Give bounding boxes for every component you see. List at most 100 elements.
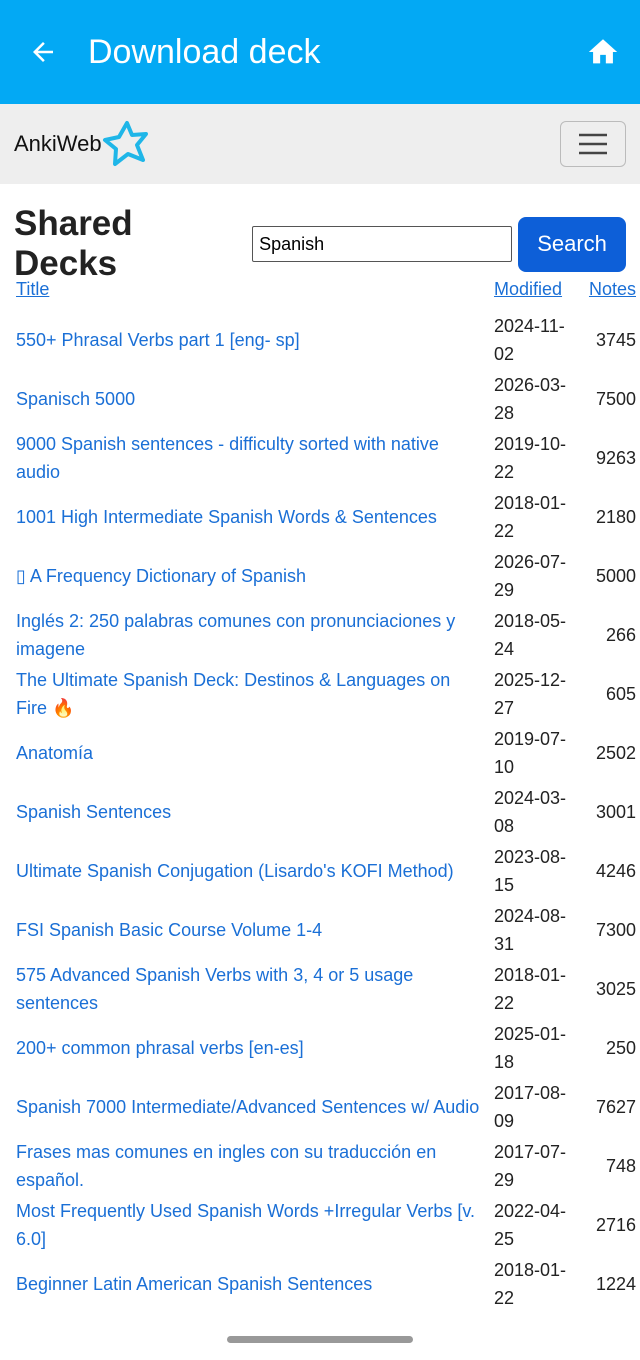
title-cell: Spanish Sentences [8,783,486,842]
title-cell: Frases mas comunes en ingles con su trad… [8,1137,486,1196]
modified-cell: 2018-05-24 [494,611,567,659]
modified-cell: 2018-01-22 [494,1260,567,1308]
deck-row: 550+ Phrasal Verbs part 1 [eng- sp] 2024-… [8,311,640,370]
deck-row: ▯ A Frequency Dictionary of Spanish 2026-… [8,547,640,606]
notes-cell: 7627 [595,1097,636,1117]
title-cell: The Ultimate Spanish Deck: Destinos & La… [8,665,486,724]
notes-cell: 3025 [595,979,636,999]
search-input[interactable]: Spanish [252,226,513,262]
deck-link[interactable]: Spanish Sentences [16,802,172,822]
deck-link[interactable]: Frases mas comunes en ingles con su trad… [16,1142,437,1190]
modified-cell: 2024-11-02 [494,316,565,364]
notes-cell: 748 [605,1156,636,1176]
deck-table: Title Modified Notes 550+ Phrasal Verbs par… [0,268,640,1322]
deck-link[interactable]: 575 Advanced Spanish Verbs with 3, 4 or … [16,965,414,1013]
modified-cell: 2025-12-27 [494,670,567,718]
deck-row: 1001 High Intermediate Spanish Words & S… [8,488,640,547]
deck-row: FSI Spanish Basic Course Volume 1-4 2024-… [8,901,640,960]
notes-cell: 9263 [595,448,636,468]
title-cell: 9000 Spanish sentences - difficulty sort… [8,429,486,488]
modified-cell: 2024-08-31 [494,906,567,954]
app-bar: Download deck [0,0,640,104]
modified-cell: 2023-08-15 [494,847,567,895]
column-header: Title [8,268,486,311]
deck-row: Spanish Sentences 2024-03-08 3001 [8,783,640,842]
deck-link[interactable]: 9000 Spanish sentences - difficulty sort… [16,434,439,482]
deck-link[interactable]: Anatomía [16,743,94,763]
title-cell: 550+ Phrasal Verbs part 1 [eng- sp] [8,311,486,370]
deck-row: Spanisch 5000 2026-03-28 7500 [8,370,640,429]
deck-link[interactable]: 1001 High Intermediate Spanish Words & S… [16,507,437,527]
column-header: Notes [578,268,640,311]
header-row: Title Modified Notes [8,268,640,311]
deck-link[interactable]: Spanish 7000 Intermediate/Advanced Sente… [16,1097,480,1117]
heading: Shared Decks [14,204,133,283]
sort-link[interactable]: Notes [588,279,636,299]
title-cell: Spanish 7000 Intermediate/Advanced Sente… [8,1078,486,1137]
notes-cell: 5000 [595,566,636,586]
title-cell: Beginner Latin American Spanish Sentence… [8,1255,486,1314]
title-cell: FSI Spanish Basic Course Volume 1-4 [8,901,486,960]
notes-cell: 605 [605,684,636,704]
modified-cell: 2025-01-18 [494,1024,567,1072]
deck-row: Frases mas comunes en ingles con su trad… [8,1137,640,1196]
home-button[interactable] [586,35,620,69]
deck-row: 200+ common phrasal verbs [en-es] 2025-01… [8,1019,640,1078]
sort-link[interactable]: Title [16,279,50,299]
deck-link[interactable]: Beginner Latin American Spanish Sentence… [16,1274,373,1294]
notes-cell: 2716 [595,1215,636,1235]
notes-cell: 266 [605,625,636,645]
modified-cell: 2026-07-29 [494,552,567,600]
logo [102,121,148,166]
title-cell: ▯ A Frequency Dictionary of Spanish [8,547,486,606]
menu-toggle[interactable] [560,121,626,167]
modified-cell: 2018-01-22 [494,965,567,1013]
search-button[interactable]: Search [518,216,626,272]
notes-cell: 3001 [595,802,636,822]
title-cell: 200+ common phrasal verbs [en-es] [8,1019,486,1078]
back-button[interactable] [28,37,58,67]
deck-link[interactable]: Spanisch 5000 [16,389,136,409]
table: Title Modified Notes 550+ Phrasal Verbs par… [8,268,640,1314]
title-cell: 1001 High Intermediate Spanish Words & S… [8,488,486,547]
deck-row: Ultimate Spanish Conjugation (Lisardo's … [8,842,640,901]
app-title: Download deck [88,32,321,71]
modified-cell: 2018-01-22 [494,493,567,541]
deck-row: Spanish 7000 Intermediate/Advanced Sente… [8,1078,640,1137]
deck-link[interactable]: 200+ common phrasal verbs [en-es] [16,1038,304,1058]
modified-cell: 2024-03-08 [494,788,567,836]
deck-row: 9000 Spanish sentences - difficulty sort… [8,429,640,488]
deck-link[interactable]: The Ultimate Spanish Deck: Destinos & La… [16,670,451,718]
title-cell: Inglés 2: 250 palabras comunes con pronu… [8,606,486,665]
notes-cell: 3745 [595,330,636,350]
modified-cell: 2019-10-22 [494,434,567,482]
title-cell: Spanisch 5000 [8,370,486,429]
notes-cell: 7300 [595,920,636,940]
deck-row: 575 Advanced Spanish Verbs with 3, 4 or … [8,960,640,1019]
brand[interactable]: AnkiWeb [14,131,102,156]
deck-row: Anatomía 2019-07-10 2502 [8,724,640,783]
hamburger-icon [579,133,607,155]
sort-link[interactable]: Modified [494,279,563,299]
deck-link[interactable]: ▯ A Frequency Dictionary of Spanish [16,566,307,586]
notes-cell: 250 [605,1038,636,1058]
deck-row: Beginner Latin American Spanish Sentence… [8,1255,640,1314]
search-row: Shared Decks Spanish Search [0,184,640,284]
modified-cell: 2026-03-28 [494,375,567,423]
deck-link[interactable]: Most Frequently Used Spanish Words +Irre… [16,1201,476,1249]
deck-row: The Ultimate Spanish Deck: Destinos & La… [8,665,640,724]
deck-link[interactable]: Ultimate Spanish Conjugation (Lisardo's … [16,861,454,881]
deck-row: Most Frequently Used Spanish Words +Irre… [8,1196,640,1255]
navbar: AnkiWeb [0,104,640,184]
deck-link[interactable]: FSI Spanish Basic Course Volume 1-4 [16,920,323,940]
notes-cell: 4246 [595,861,636,881]
notes-cell: 2502 [595,743,636,763]
modified-cell: 2017-08-09 [494,1083,567,1131]
title-cell: Most Frequently Used Spanish Words +Irre… [8,1196,486,1255]
deck-link[interactable]: Inglés 2: 250 palabras comunes con pronu… [16,611,456,659]
notes-cell: 1224 [595,1274,636,1294]
gesture-bar [227,1336,413,1343]
deck-row: Inglés 2: 250 palabras comunes con pronu… [8,606,640,665]
deck-link[interactable]: 550+ Phrasal Verbs part 1 [eng- sp] [16,330,300,350]
